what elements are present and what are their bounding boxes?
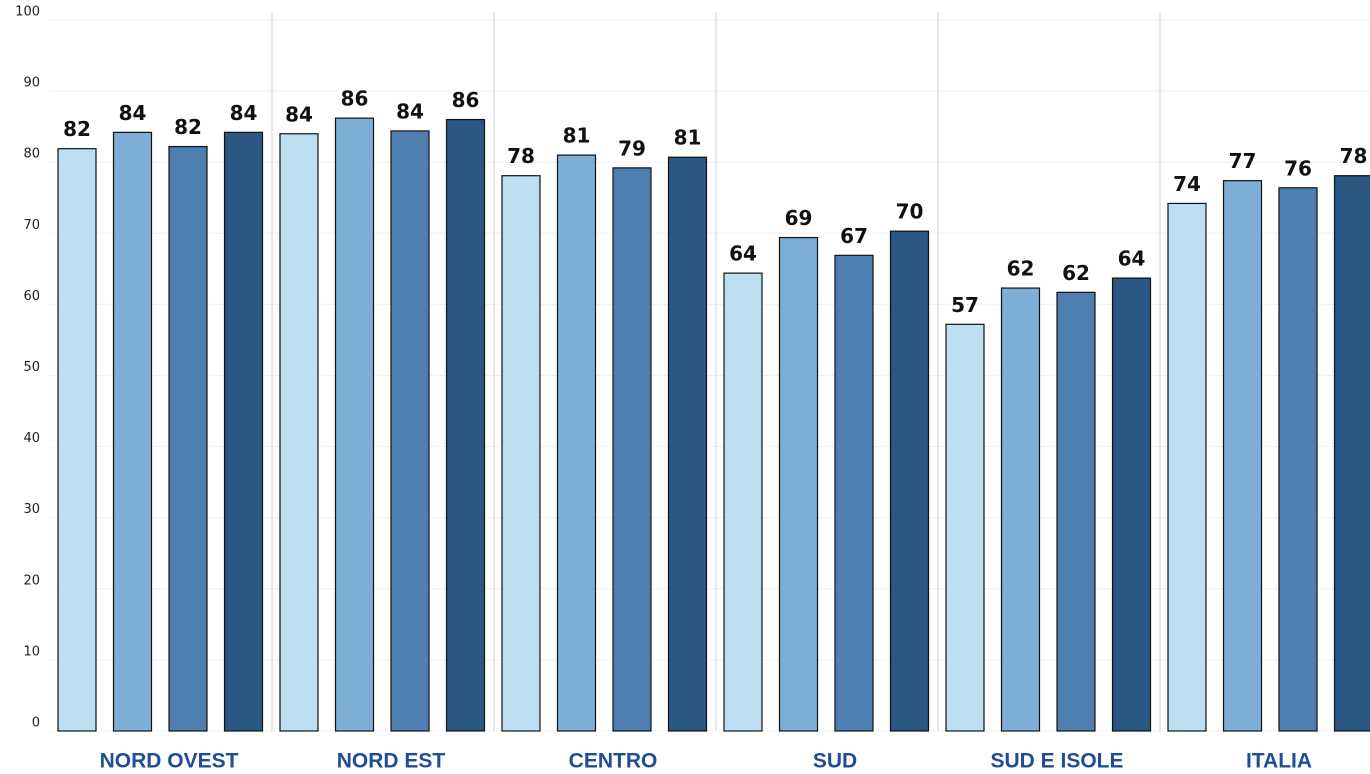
value-label: 79 [618,136,646,160]
y-tick-label: 60 [23,289,40,304]
bar [168,145,208,732]
x-tick-label: NORD OVEST [100,750,239,773]
value-label: 74 [1173,172,1201,196]
bar [501,175,541,732]
bar [612,167,652,732]
y-tick-label: 20 [23,573,40,588]
bar [945,323,985,732]
value-label: 82 [63,117,91,141]
y-tick-label: 90 [23,76,40,91]
y-tick-label: 80 [23,147,40,162]
value-label: 81 [563,124,591,148]
y-tick-label: 40 [23,431,40,446]
bar [1167,202,1207,732]
value-label: 78 [507,144,535,168]
value-label: 57 [951,293,979,317]
value-label: 62 [1062,261,1090,285]
x-tick-label: NORD EST [337,750,446,773]
y-tick-label: 10 [23,644,40,659]
x-tick-label: CENTRO [569,750,658,773]
bar [667,156,708,732]
value-label: 84 [285,102,313,126]
y-tick-label: 100 [15,5,40,20]
value-label: 78 [1340,144,1368,168]
y-tick-label: 70 [23,218,40,233]
bar [1056,291,1096,732]
bar [1111,277,1152,732]
bar [723,272,763,732]
value-label: 67 [840,224,868,248]
value-label: 77 [1229,149,1257,173]
value-label: 82 [174,115,202,139]
bar [1333,175,1370,732]
value-label: 64 [1118,247,1146,271]
value-label: 81 [674,126,702,150]
bar [1222,180,1263,732]
x-tick-label: ITALIA [1246,750,1312,773]
y-tick-label: 50 [23,360,40,375]
bar [1278,187,1318,732]
value-label: 64 [729,242,757,266]
y-tick-label: 30 [23,502,40,517]
bar [112,131,153,732]
bar [778,236,819,732]
value-label: 84 [119,101,147,125]
bar [834,254,874,732]
bar [445,118,486,732]
value-label: 70 [896,200,924,224]
value-label: 86 [452,88,480,112]
bar [334,117,375,732]
value-label: 86 [341,87,369,111]
bar [57,148,97,732]
value-label: 69 [785,206,813,230]
bar [556,154,597,732]
x-tick-label: SUD E ISOLE [990,750,1123,773]
bar [223,131,264,732]
x-tick-label: SUD [813,750,857,773]
value-label: 84 [230,101,258,125]
bar [1000,287,1041,732]
y-tick-label: 0 [32,716,40,731]
value-label: 62 [1007,257,1035,281]
value-label: 76 [1284,156,1312,180]
bar [889,230,930,732]
bar [279,133,319,732]
value-label: 84 [396,99,424,123]
bar [390,130,430,732]
